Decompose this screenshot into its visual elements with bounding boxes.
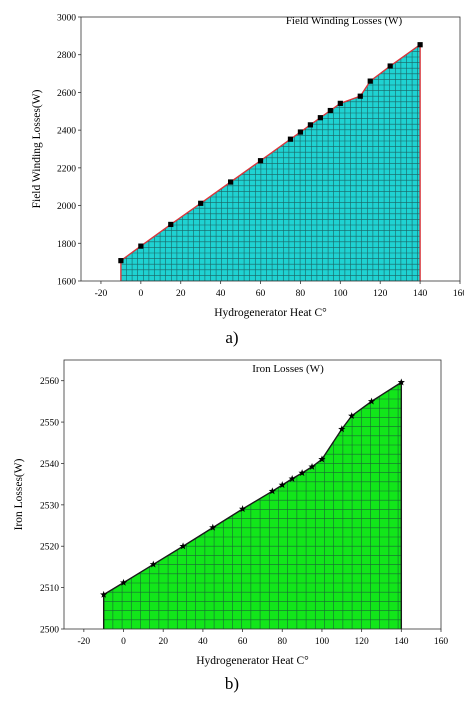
- x-tick-label-1-2: 20: [158, 637, 168, 647]
- y-tick-label-0-6: 2800: [57, 51, 76, 61]
- x-tick-label-0-2: 20: [176, 289, 186, 299]
- y-tick-label-0-5: 2600: [57, 89, 76, 99]
- data-point-0-10: [327, 107, 333, 114]
- y-tick-label-0-0: 1600: [57, 278, 76, 288]
- data-point-1-7: [278, 481, 286, 489]
- data-point-1-6: [268, 487, 276, 495]
- data-point-1-14: [367, 397, 376, 405]
- data-point-1-2: [149, 560, 157, 568]
- x-tick-label-1-6: 100: [315, 637, 330, 647]
- y-tick-label-0-2: 2000: [57, 202, 76, 212]
- data-point-1-11: [318, 455, 326, 463]
- x-tick-label-0-4: 60: [256, 289, 266, 299]
- y-tick-label-0-7: 3000: [57, 14, 76, 24]
- chart-panel-b: -20 0 20 40 60 80 100 120 140 160 2500 2510 2520 2530…: [0, 352, 464, 701]
- x-tick-label-0-5: 80: [296, 289, 306, 299]
- y-tick-label-1-6: 2560: [40, 377, 59, 387]
- y-tick-label-1-3: 2530: [40, 501, 59, 511]
- y-tick-label-1-1: 2510: [40, 584, 59, 594]
- x-tick-label-0-9: 160: [453, 289, 464, 299]
- x-tick-label-1-8: 140: [394, 637, 409, 647]
- data-point-0-4: [228, 179, 234, 185]
- x-tick-label-1-7: 120: [355, 637, 370, 647]
- x-tick-label-1-4: 60: [238, 637, 248, 647]
- panel-label-a: a): [225, 328, 239, 347]
- chart-title-1: Iron Losses (W): [252, 363, 324, 375]
- x-tick-label-0-1: 0: [138, 289, 143, 299]
- data-point-1-4: [209, 523, 217, 531]
- iron-losses-chart: -20 0 20 40 60 80 100 120 140 160 2500 2510 2520 2530…: [13, 359, 449, 667]
- data-point-1-9: [298, 469, 306, 477]
- x-tick-label-0-3: 40: [216, 289, 226, 299]
- plot-frame-1: [63, 359, 442, 630]
- y-axis-label-0: Field Winding Losses(W): [31, 89, 43, 208]
- data-point-0-15: [417, 42, 423, 48]
- data-point-1-0: [100, 590, 108, 598]
- y-axis-label-1: Iron Losses(W): [13, 458, 25, 530]
- x-tick-label-0-8: 140: [413, 289, 428, 299]
- data-point-1-13: [348, 412, 356, 419]
- x-tick-label-1-5: 80: [278, 637, 288, 647]
- area-fill-1: [103, 382, 402, 629]
- data-point-0-7: [297, 129, 304, 135]
- series-line-0: [120, 44, 421, 262]
- data-point-0-12: [357, 93, 363, 99]
- y-tick-label-1-4: 2540: [40, 460, 59, 470]
- x-axis-label-0: Hydrogenerator Heat C°: [214, 307, 327, 319]
- x-tick-label-1-1: 0: [121, 637, 126, 647]
- x-tick-label-0-7: 120: [373, 289, 388, 299]
- series-line-1: [103, 381, 402, 596]
- panel-label-b: b): [224, 674, 240, 693]
- x-tick-label-1-0: -20: [78, 637, 91, 647]
- x-axis-label-1: Hydrogenerator Heat C°: [196, 655, 309, 667]
- data-point-0-1: [138, 243, 144, 249]
- data-point-0-11: [337, 100, 343, 106]
- y-tick-label-1-2: 2520: [40, 543, 59, 553]
- y-tick-label-0-1: 1800: [57, 240, 76, 250]
- data-point-0-8: [307, 122, 313, 128]
- x-tick-label-0-6: 100: [333, 289, 348, 299]
- data-point-0-2: [168, 221, 174, 228]
- y-tick-label-1-5: 2550: [40, 419, 59, 429]
- data-point-0-0: [118, 258, 124, 264]
- data-point-0-14: [387, 63, 393, 69]
- y-tick-label-1-0: 2500: [40, 626, 59, 636]
- chart-panel-a: -20 0 20 40 60 80 100 120 140 160 1600 1800 2000 2200…: [31, 14, 464, 348]
- x-tick-label-1-9: 160: [434, 637, 449, 647]
- data-point-1-12: [338, 425, 346, 433]
- data-point-0-6: [287, 136, 294, 142]
- x-tick-label-0-0: -20: [95, 289, 108, 299]
- data-point-1-10: [308, 462, 316, 470]
- plot-frame-0: [80, 16, 461, 282]
- data-point-1-5: [238, 505, 247, 513]
- data-point-1-1: [119, 578, 128, 586]
- data-point-1-3: [179, 542, 187, 550]
- x-tick-label-1-3: 40: [198, 637, 208, 647]
- data-point-1-15: [397, 378, 405, 386]
- y-tick-label-0-3: 2200: [57, 164, 76, 174]
- data-point-0-9: [317, 115, 323, 121]
- data-point-0-5: [257, 158, 264, 164]
- area-fill-0: [120, 44, 421, 281]
- chart-title-0: Field Winding Losses (W): [286, 15, 403, 27]
- data-point-0-3: [198, 200, 204, 206]
- field-winding-chart: -20 0 20 40 60 80 100 120 140 160 1600 1800 2000 2200…: [31, 14, 464, 320]
- data-point-0-13: [367, 78, 373, 84]
- y-tick-label-0-4: 2400: [57, 127, 76, 137]
- data-point-1-8: [288, 474, 296, 482]
